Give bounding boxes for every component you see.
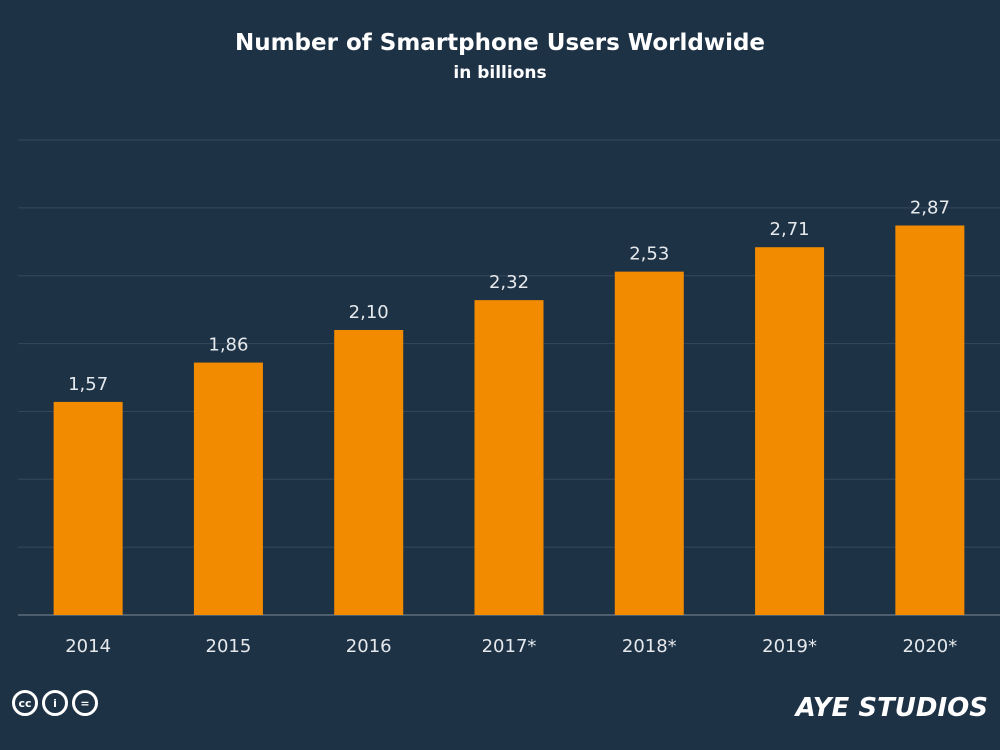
brand-logo: AYE STUDIOS	[795, 693, 988, 723]
chart-subtitle: in billions	[453, 63, 547, 83]
no-derivatives-icon: =	[72, 690, 98, 716]
bar	[334, 330, 404, 615]
bar	[474, 300, 544, 615]
x-tick-label: 2019*	[762, 636, 817, 657]
bar	[53, 401, 123, 615]
bar	[755, 247, 825, 615]
x-tick-label: 2020*	[902, 636, 957, 657]
bar	[895, 225, 965, 615]
x-tick-label: 2017*	[482, 636, 537, 657]
data-label: 1,86	[208, 335, 248, 356]
data-label: 2,53	[629, 244, 669, 265]
creative-commons-icon: cc	[12, 690, 38, 716]
x-tick-label: 2016	[346, 636, 392, 657]
x-tick-label: 2015	[206, 636, 252, 657]
bar	[193, 362, 263, 615]
data-label: 2,87	[910, 198, 950, 219]
bar	[614, 271, 684, 615]
attribution-icon: i	[42, 690, 68, 716]
x-tick-label: 2018*	[622, 636, 677, 657]
chart-title: Number of Smartphone Users Worldwide	[234, 30, 766, 56]
license-badges: cc i =	[12, 690, 98, 716]
data-label: 2,32	[489, 272, 529, 293]
data-label: 2,71	[770, 219, 810, 240]
x-tick-label: 2014	[65, 636, 111, 657]
data-label: 1,57	[68, 374, 108, 395]
data-label: 2,10	[349, 302, 389, 323]
